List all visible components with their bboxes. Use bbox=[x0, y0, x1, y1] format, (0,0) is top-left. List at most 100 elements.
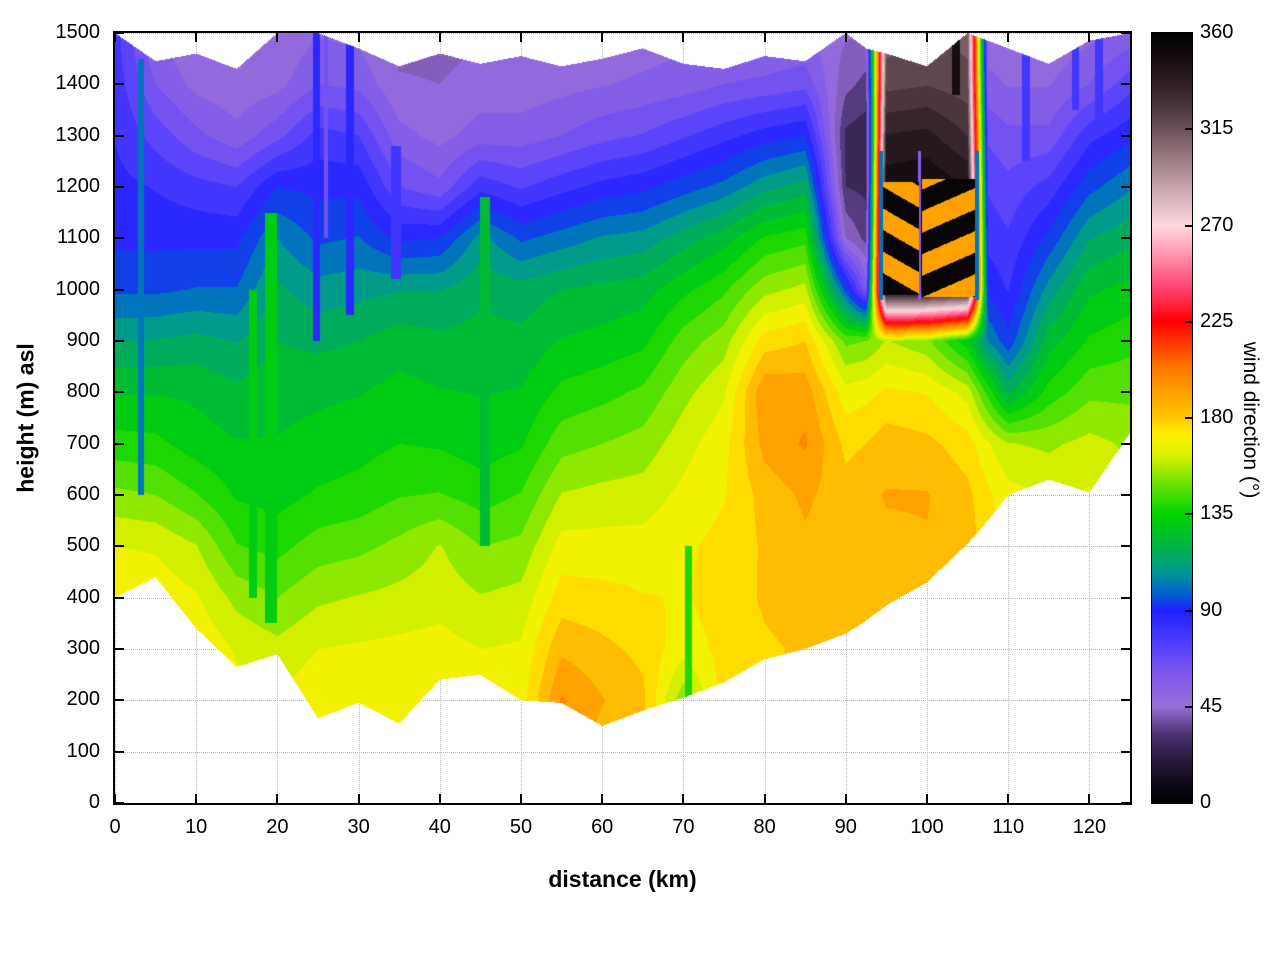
y-tick-mark bbox=[115, 750, 124, 753]
y-tick-label: 300 bbox=[66, 637, 100, 659]
x-tick-label: 40 bbox=[428, 816, 451, 838]
y-tick-mark bbox=[115, 288, 124, 291]
y-tick-mark bbox=[1121, 596, 1130, 599]
y-tick-mark bbox=[1121, 494, 1130, 496]
x-tick-mark bbox=[1088, 33, 1091, 42]
x-tick-mark bbox=[438, 33, 441, 42]
colorbar-tick-mark bbox=[1185, 224, 1192, 227]
y-tick-mark bbox=[115, 134, 124, 137]
colorbar-tick-label: 0 bbox=[1200, 791, 1212, 813]
x-tick-mark bbox=[520, 794, 522, 803]
x-tick-mark bbox=[195, 794, 198, 803]
y-tick-label: 900 bbox=[66, 329, 100, 351]
y-tick-mark bbox=[1121, 83, 1130, 86]
y-axis-tick-labels: 0 100 200 300 400 500 600 700 800 900 1000 1100 1200… bbox=[0, 21, 105, 813]
colorbar-tick-mark bbox=[1185, 320, 1192, 323]
colorbar-tick-label: 90 bbox=[1200, 598, 1223, 621]
y-tick-mark bbox=[115, 442, 124, 445]
y-tick-mark bbox=[1121, 802, 1130, 804]
y-tick-mark bbox=[115, 237, 124, 240]
y-tick-mark bbox=[115, 545, 124, 548]
y-tick-label: 600 bbox=[66, 483, 100, 505]
x-tick-label: 30 bbox=[347, 816, 370, 838]
y-tick-mark bbox=[1121, 442, 1130, 445]
y-tick-mark bbox=[1121, 340, 1130, 342]
x-tick-mark bbox=[601, 33, 604, 42]
x-tick-label: 110 bbox=[992, 816, 1025, 838]
y-tick-label: 1400 bbox=[55, 72, 101, 95]
x-tick-label: 60 bbox=[591, 816, 614, 838]
y-tick-mark bbox=[115, 32, 124, 34]
colorbar-tick-label: 225 bbox=[1200, 309, 1234, 332]
x-tick-label: 80 bbox=[753, 816, 776, 838]
y-tick-mark bbox=[115, 699, 124, 702]
x-tick-label: 10 bbox=[185, 816, 208, 838]
y-tick-label: 1300 bbox=[55, 123, 101, 146]
x-tick-label: 70 bbox=[672, 816, 695, 838]
axis-tick-marks bbox=[114, 32, 1130, 804]
y-tick-mark bbox=[1121, 288, 1130, 291]
y-tick-label: 1200 bbox=[55, 175, 101, 197]
colorbar-tick-mark bbox=[1185, 128, 1192, 131]
x-tick-mark bbox=[276, 33, 279, 42]
y-tick-mark bbox=[1121, 699, 1130, 702]
x-tick-mark bbox=[844, 33, 847, 42]
x-tick-label: 120 bbox=[1072, 816, 1107, 838]
y-tick-label: 700 bbox=[66, 431, 100, 454]
colorbar-tick-mark bbox=[1185, 417, 1192, 419]
x-tick-mark bbox=[114, 33, 116, 42]
colorbar-tick-mark bbox=[1185, 32, 1192, 34]
colorbar-tick-label: 270 bbox=[1200, 213, 1234, 236]
x-tick-mark bbox=[1007, 794, 1010, 803]
colorbar-tick-label: 45 bbox=[1200, 694, 1223, 717]
y-tick-label: 0 bbox=[88, 791, 100, 813]
x-tick-mark bbox=[276, 794, 279, 803]
x-tick-mark bbox=[357, 794, 360, 803]
x-tick-mark bbox=[682, 794, 685, 803]
y-tick-mark bbox=[1121, 391, 1130, 394]
y-tick-mark bbox=[1121, 134, 1130, 137]
y-tick-label: 100 bbox=[66, 739, 100, 762]
x-axis-label: distance (km) bbox=[548, 866, 697, 892]
y-tick-mark bbox=[1121, 545, 1130, 548]
x-tick-mark bbox=[1088, 794, 1091, 803]
x-tick-label: 20 bbox=[266, 816, 289, 838]
x-tick-mark bbox=[195, 33, 198, 42]
colorbar-tick-mark bbox=[1185, 609, 1192, 612]
wind-direction-field bbox=[115, 33, 1130, 803]
y-tick-mark bbox=[115, 186, 124, 188]
x-tick-label: 90 bbox=[834, 816, 857, 838]
colorbar bbox=[1151, 32, 1193, 804]
y-tick-label: 200 bbox=[66, 688, 100, 711]
plot-area bbox=[113, 31, 1132, 805]
y-tick-mark bbox=[115, 802, 124, 804]
x-axis-tick-labels: 0 10 20 30 40 50 60 70 80 90 100 110 120 bbox=[109, 816, 1130, 842]
colorbar-tick-label: 315 bbox=[1200, 117, 1234, 140]
x-tick-mark bbox=[763, 33, 766, 42]
y-tick-label: 1000 bbox=[55, 277, 101, 300]
y-tick-mark bbox=[115, 596, 124, 599]
x-tick-mark bbox=[926, 794, 928, 803]
y-axis-label: height (m) asl bbox=[12, 343, 39, 493]
x-tick-label: 0 bbox=[109, 816, 121, 838]
y-tick-mark bbox=[115, 648, 124, 650]
y-tick-mark bbox=[1121, 237, 1130, 240]
x-tick-mark bbox=[763, 794, 766, 803]
x-tick-mark bbox=[520, 33, 522, 42]
y-tick-mark bbox=[1121, 648, 1130, 650]
colorbar-label: wind direction (°) bbox=[1239, 341, 1262, 499]
y-tick-label: 500 bbox=[66, 534, 100, 557]
y-tick-mark bbox=[115, 83, 124, 86]
colorbar-tick-mark bbox=[1185, 513, 1192, 516]
x-tick-mark bbox=[682, 33, 685, 42]
x-tick-mark bbox=[1007, 33, 1010, 42]
y-tick-label: 1500 bbox=[55, 21, 101, 43]
colorbar-tick-mark bbox=[1185, 802, 1192, 804]
x-tick-mark bbox=[438, 794, 441, 803]
x-tick-mark bbox=[601, 794, 604, 803]
y-tick-mark bbox=[1121, 32, 1130, 34]
x-tick-label: 50 bbox=[509, 816, 533, 838]
y-tick-mark bbox=[115, 391, 124, 394]
grid-line-y bbox=[115, 803, 1130, 804]
